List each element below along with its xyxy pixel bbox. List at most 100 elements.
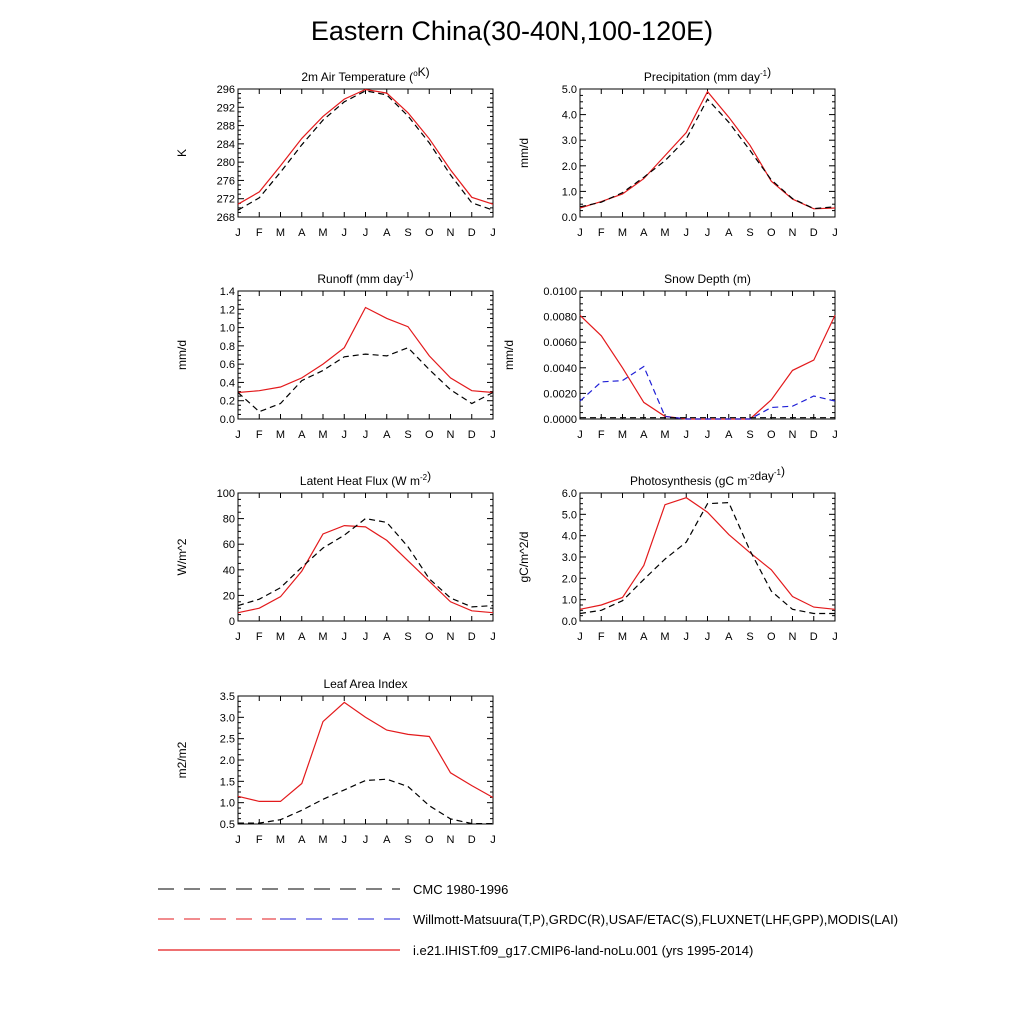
x-tick-label: J — [342, 631, 348, 643]
chart-panel-5: Latent Heat Flux (W m-2)J F M A M J J A S O N D J020… — [175, 469, 496, 643]
x-tick-label: S — [404, 429, 411, 441]
title-superscript: -1 — [403, 271, 411, 280]
x-tick-label: J — [684, 227, 690, 239]
x-tick-label: D — [468, 631, 476, 643]
y-tick-label: 0.0080 — [543, 312, 577, 324]
y-tick-label: 0.0100 — [543, 286, 577, 298]
x-tick-label: F — [256, 227, 263, 239]
y-tick-label: 284 — [217, 139, 235, 151]
title-segment: Snow Depth (m) — [664, 272, 751, 286]
title-segment: ) — [427, 469, 431, 483]
title-superscript: -2 — [420, 473, 428, 482]
y-tick-label: 1.0 — [562, 595, 577, 607]
x-tick-label: M — [318, 631, 327, 643]
x-tick-label: M — [660, 631, 669, 643]
y-axis-label: mm/d — [517, 138, 531, 168]
x-tick-label: S — [746, 631, 753, 643]
title-segment: ) — [781, 464, 785, 478]
x-tick-label: J — [363, 834, 369, 846]
legend-item-2: Willmott-Matsuura(T,P),GRDC(R),USAF/ETAC… — [158, 912, 898, 927]
chart-panel-6: Photosynthesis (gC m-2day-1)J F M A M J J A S O N D… — [517, 464, 838, 643]
y-tick-label: 0.6 — [220, 359, 235, 371]
y-axis-label: W/m^2 — [175, 538, 189, 575]
x-tick-label: A — [640, 429, 648, 441]
legend: CMC 1980-1996 Willmott-Matsuura(T,P),GRDC… — [158, 882, 898, 958]
x-tick-label: J — [832, 631, 838, 643]
x-tick-label: M — [618, 429, 627, 441]
x-tick-label: J — [342, 227, 348, 239]
x-tick-label: N — [447, 834, 455, 846]
title-segment: Precipitation (mm day — [644, 70, 760, 84]
y-tick-label: 0.8 — [220, 341, 235, 353]
y-tick-label: 3.0 — [562, 135, 577, 147]
plot-frame — [579, 290, 836, 420]
plot-frame — [579, 88, 836, 218]
series-line-model — [237, 306, 494, 394]
chart-panel-4: Snow Depth (m)J F M A M J J A S O N D J0.00000.00200… — [502, 272, 838, 441]
x-tick-label: J — [577, 631, 583, 643]
x-tick-label: M — [660, 429, 669, 441]
y-tick-label: 0.0 — [220, 414, 235, 426]
x-tick-label: D — [468, 429, 476, 441]
x-tick-label: J — [490, 631, 496, 643]
x-tick-label: F — [256, 429, 263, 441]
title-superscript: -2 — [747, 473, 755, 482]
panel-title: Leaf Area Index — [323, 677, 407, 691]
y-tick-label: 280 — [217, 157, 235, 169]
series-line-model — [237, 701, 494, 803]
plot-frame — [237, 290, 494, 420]
y-tick-label: 292 — [217, 102, 235, 114]
x-tick-label: O — [767, 429, 776, 441]
x-tick-label: J — [342, 834, 348, 846]
x-tick-label: N — [447, 227, 455, 239]
x-tick-label: A — [725, 429, 733, 441]
x-tick-label: A — [298, 834, 306, 846]
y-tick-label: 296 — [217, 84, 235, 96]
x-tick-label: O — [767, 227, 776, 239]
y-axis-label: m2/m2 — [175, 741, 189, 778]
title-segment: Latent Heat Flux (W m — [300, 474, 420, 488]
x-tick-label: F — [256, 631, 263, 643]
x-tick-label: A — [298, 631, 306, 643]
x-tick-label: A — [725, 631, 733, 643]
y-tick-label: 40 — [223, 565, 235, 577]
y-tick-label: 5.0 — [562, 509, 577, 521]
series-line-obs-1 — [579, 98, 836, 210]
x-tick-label: A — [298, 429, 306, 441]
title-segment: Leaf Area Index — [323, 677, 407, 691]
series-line-model — [579, 90, 836, 210]
x-tick-label: J — [490, 227, 496, 239]
x-tick-label: F — [598, 227, 605, 239]
x-tick-label: A — [640, 227, 648, 239]
legend-item-3: i.e21.IHIST.f09_g17.CMIP6-land-noLu.001 … — [158, 943, 753, 958]
x-tick-label: M — [276, 429, 285, 441]
series-line-model — [579, 497, 836, 610]
x-tick-label: F — [598, 631, 605, 643]
panel-title: Runoff (mm day-1) — [317, 267, 413, 286]
y-tick-label: 272 — [217, 194, 235, 206]
y-tick-label: 20 — [223, 590, 235, 602]
y-tick-label: 2.0 — [220, 755, 235, 767]
y-tick-label: 276 — [217, 175, 235, 187]
x-tick-label: J — [490, 429, 496, 441]
title-segment: day — [755, 469, 774, 483]
y-tick-label: 4.0 — [562, 110, 577, 122]
x-tick-label: S — [746, 429, 753, 441]
title-segment: K) — [418, 65, 430, 79]
x-tick-label: A — [383, 834, 391, 846]
x-tick-label: S — [404, 834, 411, 846]
x-tick-label: M — [318, 227, 327, 239]
y-tick-label: 0.0020 — [543, 388, 577, 400]
x-tick-label: A — [298, 227, 306, 239]
y-tick-label: 1.0 — [562, 186, 577, 198]
x-tick-label: J — [363, 227, 369, 239]
x-tick-label: J — [235, 834, 241, 846]
y-tick-label: 4.0 — [562, 531, 577, 543]
x-tick-label: J — [705, 631, 711, 643]
y-axis-label: mm/d — [502, 340, 516, 370]
x-tick-label: S — [404, 227, 411, 239]
x-tick-label: N — [789, 631, 797, 643]
x-tick-label: O — [425, 631, 434, 643]
x-tick-label: M — [660, 227, 669, 239]
x-tick-label: O — [425, 227, 434, 239]
